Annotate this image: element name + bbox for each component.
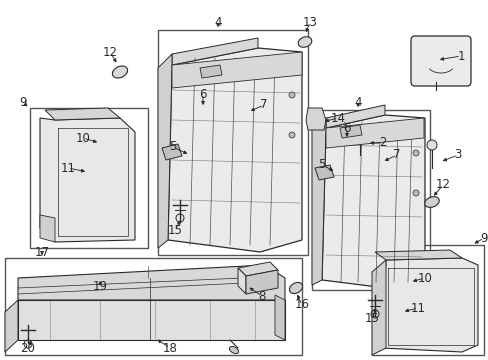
Polygon shape xyxy=(381,258,477,352)
Text: 20: 20 xyxy=(20,342,35,355)
Bar xyxy=(311,110,429,290)
Circle shape xyxy=(288,92,294,98)
Text: 17: 17 xyxy=(35,246,49,258)
Polygon shape xyxy=(162,144,182,160)
Circle shape xyxy=(288,132,294,138)
Polygon shape xyxy=(158,54,172,248)
Text: 6: 6 xyxy=(199,87,206,100)
Polygon shape xyxy=(172,52,302,88)
Polygon shape xyxy=(40,118,135,242)
Polygon shape xyxy=(321,115,424,288)
Text: 12: 12 xyxy=(102,45,117,58)
Polygon shape xyxy=(374,250,461,260)
Text: 4: 4 xyxy=(353,95,361,108)
Polygon shape xyxy=(311,118,325,285)
Text: 19: 19 xyxy=(92,280,107,293)
Circle shape xyxy=(412,150,418,156)
Polygon shape xyxy=(371,260,385,355)
Polygon shape xyxy=(245,270,278,294)
Bar xyxy=(158,30,307,255)
Text: 14: 14 xyxy=(330,112,345,125)
Ellipse shape xyxy=(112,66,127,78)
Text: 5: 5 xyxy=(169,140,176,153)
Bar xyxy=(30,108,148,248)
Polygon shape xyxy=(238,262,278,276)
FancyBboxPatch shape xyxy=(410,36,470,86)
Text: 15: 15 xyxy=(167,224,182,237)
Text: 7: 7 xyxy=(392,148,400,162)
Text: 18: 18 xyxy=(162,342,177,355)
Circle shape xyxy=(412,190,418,196)
Text: 7: 7 xyxy=(260,99,267,112)
Polygon shape xyxy=(40,215,55,242)
Circle shape xyxy=(354,127,364,137)
Text: 9: 9 xyxy=(479,231,487,244)
Text: 2: 2 xyxy=(379,136,386,149)
Text: 15: 15 xyxy=(364,311,379,324)
Polygon shape xyxy=(314,165,333,180)
Text: 12: 12 xyxy=(435,179,449,192)
Polygon shape xyxy=(200,65,222,78)
Polygon shape xyxy=(339,125,361,138)
Polygon shape xyxy=(168,48,302,252)
Text: 9: 9 xyxy=(19,96,27,109)
Bar xyxy=(371,245,483,355)
Polygon shape xyxy=(325,118,423,148)
Polygon shape xyxy=(18,300,285,340)
Polygon shape xyxy=(325,105,384,128)
Text: 10: 10 xyxy=(76,131,90,144)
Ellipse shape xyxy=(298,37,311,47)
Bar xyxy=(5,258,302,355)
Polygon shape xyxy=(238,268,245,294)
Polygon shape xyxy=(274,295,285,340)
Ellipse shape xyxy=(289,283,302,293)
Ellipse shape xyxy=(229,346,238,354)
Text: 5: 5 xyxy=(318,158,325,171)
Polygon shape xyxy=(305,108,325,130)
Circle shape xyxy=(426,140,436,150)
Polygon shape xyxy=(45,108,120,120)
Text: 8: 8 xyxy=(258,289,265,302)
Polygon shape xyxy=(18,265,285,300)
Text: 3: 3 xyxy=(453,148,461,162)
Polygon shape xyxy=(5,300,18,352)
Text: 11: 11 xyxy=(61,162,75,175)
Text: 11: 11 xyxy=(409,302,425,315)
Text: 16: 16 xyxy=(294,298,309,311)
Text: 13: 13 xyxy=(302,15,317,28)
Text: 4: 4 xyxy=(214,15,221,28)
Text: 1: 1 xyxy=(456,49,464,63)
Ellipse shape xyxy=(424,197,438,207)
Polygon shape xyxy=(172,38,258,65)
Text: 6: 6 xyxy=(343,122,350,135)
Text: 10: 10 xyxy=(417,271,431,284)
